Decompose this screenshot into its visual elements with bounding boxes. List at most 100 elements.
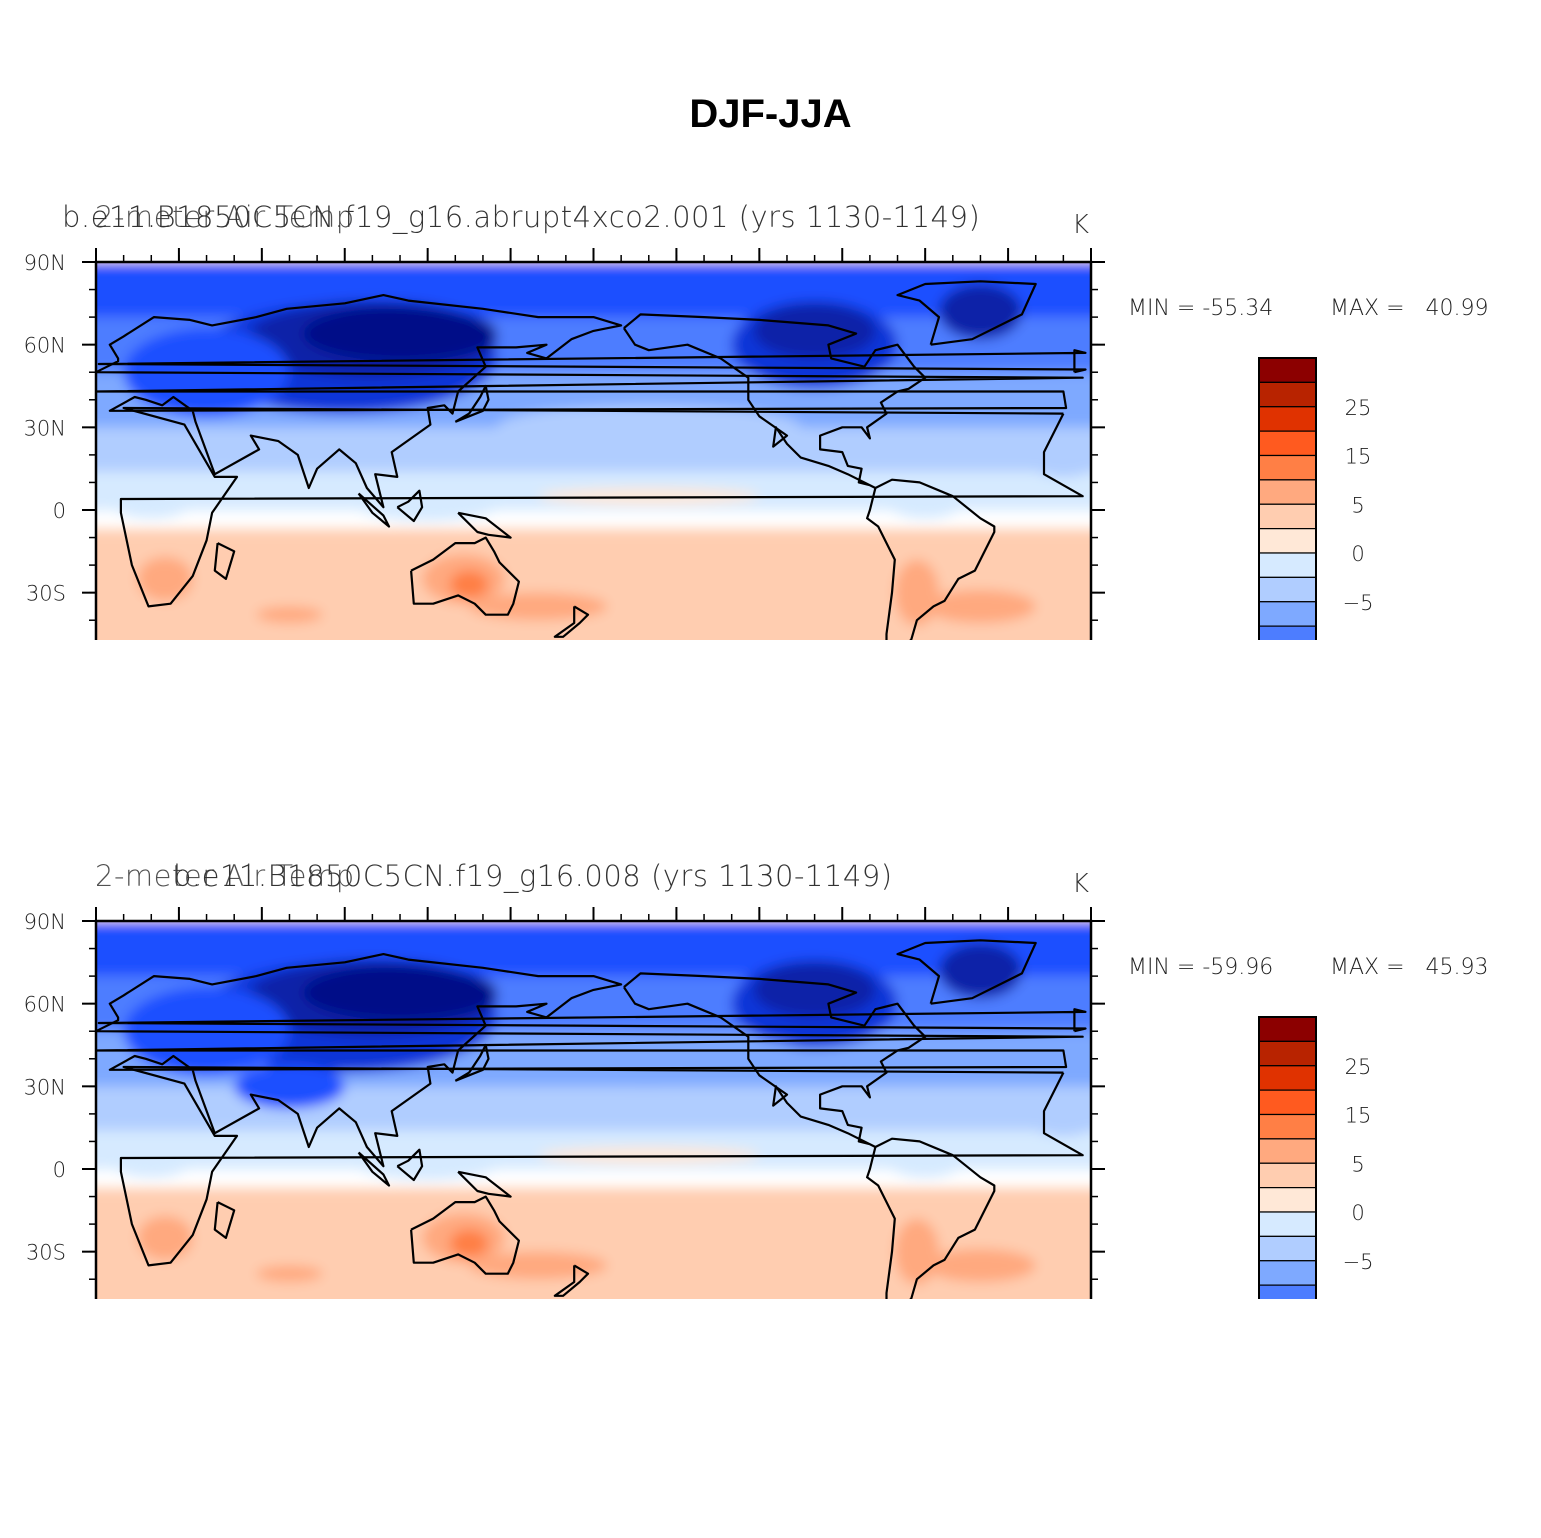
contour-region	[256, 1265, 323, 1282]
coastline-japan	[454, 1043, 490, 1082]
coastline-madagascar	[213, 542, 236, 581]
colorbar-box	[1258, 1138, 1317, 1164]
coastline-africa	[119, 1065, 1084, 1267]
colorbar-box	[1258, 1065, 1317, 1091]
contour-region	[925, 589, 1036, 623]
colorbar-box	[1258, 357, 1317, 383]
coastline-eurasia	[96, 953, 1084, 1168]
contour-region	[137, 1215, 193, 1260]
variable-name: 2-meter Air Temp	[95, 200, 355, 234]
coastline-newguinea	[457, 511, 512, 539]
colorbar-box	[1258, 1211, 1317, 1237]
lat-tick-label: 30S	[26, 1241, 66, 1265]
contour-region	[469, 592, 608, 621]
coastline-greenland	[896, 280, 1037, 346]
max-label: MAX = 40.99	[1330, 296, 1489, 321]
contour-region	[496, 405, 801, 450]
contour-region	[894, 1218, 939, 1285]
colorbar-box	[1258, 454, 1317, 481]
colorbar-label: 0	[1351, 1201, 1364, 1225]
contour-region	[938, 943, 1022, 999]
contour-region	[886, 1144, 964, 1178]
colorbar-label: 0	[1351, 542, 1364, 566]
contour-region	[449, 1229, 489, 1258]
colorbar-box	[1258, 601, 1317, 627]
coastline-nz	[553, 1264, 590, 1297]
colorbar-label: 25	[1345, 1055, 1372, 1079]
lat-tick-label: 60N	[24, 993, 66, 1017]
colorbar-box	[1258, 1284, 1317, 1299]
coastline-africa	[119, 406, 1084, 608]
units-label: K	[1072, 869, 1090, 899]
coastline-nz	[553, 605, 590, 638]
contour-region	[894, 559, 939, 626]
contour-region	[1021, 1091, 1091, 1136]
colorbar-label: −15	[1336, 640, 1380, 641]
coastline-uk	[97, 1008, 1087, 1033]
colorbar-label: 25	[1345, 396, 1372, 420]
map-panel-top: b.e11.B1850C5CN.f19_g16.abrupt4xco2.001 …	[0, 0, 1541, 640]
lat-tick-label: 90N	[24, 251, 66, 275]
contour-region	[1021, 432, 1091, 477]
colorbar-box	[1258, 430, 1317, 457]
map-svg: 90N60N30N030S60S90S030E60E90E120E150E180…	[24, 248, 1380, 641]
colorbar-box	[1258, 528, 1317, 554]
contour-region	[256, 606, 323, 623]
lat-tick-label: 30N	[24, 1075, 66, 1099]
units-label: K	[1072, 210, 1090, 240]
temperature-field	[96, 921, 1091, 1299]
contour-region	[109, 485, 193, 519]
coastline-borneo	[396, 1148, 424, 1182]
contour-region	[344, 1130, 511, 1181]
contour-region	[753, 962, 876, 1018]
coastline-samerica	[865, 1137, 996, 1299]
contour-region	[538, 1146, 760, 1164]
case-name: b.e11.B1850C5CN.f19_g16.008 (yrs 1130-11…	[173, 859, 893, 893]
coastline-japan	[454, 384, 490, 423]
contour-region	[137, 556, 193, 601]
contour-region	[96, 921, 1091, 977]
coastline-uk	[97, 349, 1087, 374]
contour-region	[538, 487, 760, 505]
colorbar-box	[1258, 1162, 1317, 1189]
variable-name: 2-meter Air Temp	[95, 859, 355, 893]
min-label: MIN = -59.96	[1128, 955, 1274, 980]
coastline-sumatra	[357, 1151, 391, 1187]
colorbar-box	[1258, 503, 1317, 530]
coastlines	[96, 939, 1087, 1299]
coastline-samerica	[865, 478, 996, 640]
colorbar-box	[1258, 1089, 1317, 1116]
lat-tick-label: 0	[53, 499, 66, 523]
coastline-eurasia	[96, 294, 1084, 509]
colorbar-box	[1258, 1187, 1317, 1213]
lat-tick-label: 0	[53, 1158, 66, 1182]
temperature-field	[96, 262, 1091, 640]
colorbar-box	[1258, 1040, 1317, 1067]
min-label: MIN = -55.34	[1128, 296, 1274, 321]
coastline-namerica	[622, 972, 927, 1149]
contour-region	[925, 1248, 1036, 1282]
contour-region	[344, 471, 511, 522]
lat-tick-label: 30N	[24, 416, 66, 440]
coastline-madagascar	[213, 1201, 236, 1240]
coastline-newguinea	[457, 1170, 512, 1198]
colorbar-box	[1258, 1260, 1317, 1286]
colorbar-box	[1258, 552, 1317, 578]
map-panel-bottom: b.e11.B1850C5CN.f19_g16.008 (yrs 1130-11…	[0, 659, 1541, 1299]
colorbar-box	[1258, 1016, 1317, 1042]
colorbar-label: −5	[1343, 591, 1374, 615]
contour-region	[938, 284, 1022, 340]
case-name: b.e11.B1850C5CN.f19_g16.abrupt4xco2.001 …	[62, 200, 981, 234]
contour-region	[753, 303, 876, 359]
colorbar-box	[1258, 406, 1317, 432]
coastline-namerica	[622, 313, 927, 490]
contour-region	[96, 262, 1091, 318]
colorbar-box	[1258, 1113, 1317, 1140]
contour-region	[449, 570, 489, 599]
contour-region	[469, 1251, 608, 1280]
contour-region	[303, 306, 497, 362]
colorbar-box	[1258, 479, 1317, 505]
lat-tick-label: 90N	[24, 910, 66, 934]
contour-region	[886, 485, 964, 519]
